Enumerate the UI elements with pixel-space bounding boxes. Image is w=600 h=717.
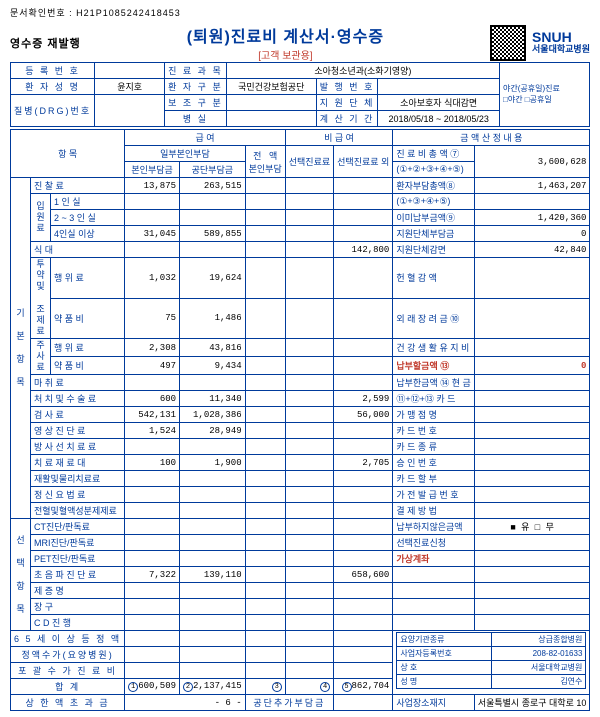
subtitle: [고객 보관용] (81, 47, 490, 62)
night-check: □야간 □공휴일 (503, 95, 586, 105)
info-table: 등 록 번 호 진 료 과 목소아청소년과(소화기영양) 야간(공휴일)진료 □… (10, 62, 590, 127)
snuh-logo: SNUH (532, 29, 572, 45)
logo-block: SNUH 서울대학교병원 (490, 25, 590, 61)
reissue-label: 영수증 재발행 (10, 35, 81, 51)
doc-number: 문서확인번호 : H21P1085242418453 (10, 6, 181, 19)
title: (퇴원)진료비 계산서·영수증 (81, 23, 490, 47)
qr-code-icon (490, 25, 526, 61)
snuh-sub: 서울대학교병원 (532, 45, 590, 55)
night-label: 야간(공휴일)진료 (503, 84, 586, 94)
main-table: 항 목 급 여 비 급 여 금 액 산 정 내 용 일부본인부담 전 액 본인부… (10, 129, 590, 711)
